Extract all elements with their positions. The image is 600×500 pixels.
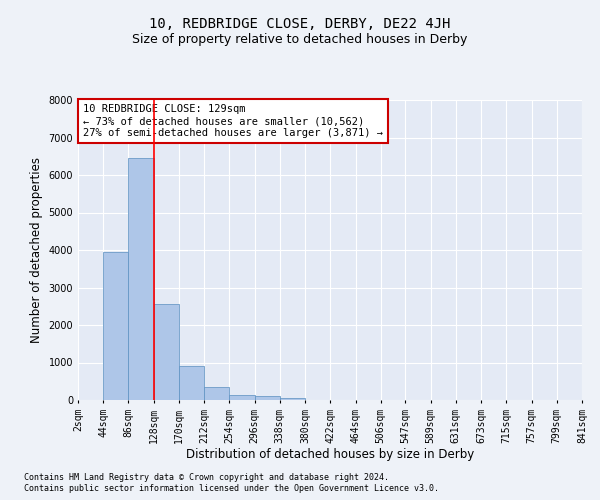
Bar bbox=[154, 304, 179, 400]
Bar bbox=[229, 395, 254, 400]
Bar bbox=[204, 387, 229, 400]
Bar bbox=[254, 396, 280, 400]
Bar bbox=[179, 366, 204, 400]
Text: 10 REDBRIDGE CLOSE: 129sqm
← 73% of detached houses are smaller (10,562)
27% of : 10 REDBRIDGE CLOSE: 129sqm ← 73% of deta… bbox=[83, 104, 383, 138]
Text: Size of property relative to detached houses in Derby: Size of property relative to detached ho… bbox=[133, 32, 467, 46]
Bar bbox=[103, 252, 128, 400]
Text: 10, REDBRIDGE CLOSE, DERBY, DE22 4JH: 10, REDBRIDGE CLOSE, DERBY, DE22 4JH bbox=[149, 18, 451, 32]
X-axis label: Distribution of detached houses by size in Derby: Distribution of detached houses by size … bbox=[186, 448, 474, 462]
Y-axis label: Number of detached properties: Number of detached properties bbox=[30, 157, 43, 343]
Text: Contains HM Land Registry data © Crown copyright and database right 2024.: Contains HM Land Registry data © Crown c… bbox=[24, 472, 389, 482]
Text: Contains public sector information licensed under the Open Government Licence v3: Contains public sector information licen… bbox=[24, 484, 439, 493]
Bar bbox=[128, 158, 154, 400]
Bar bbox=[280, 398, 305, 400]
